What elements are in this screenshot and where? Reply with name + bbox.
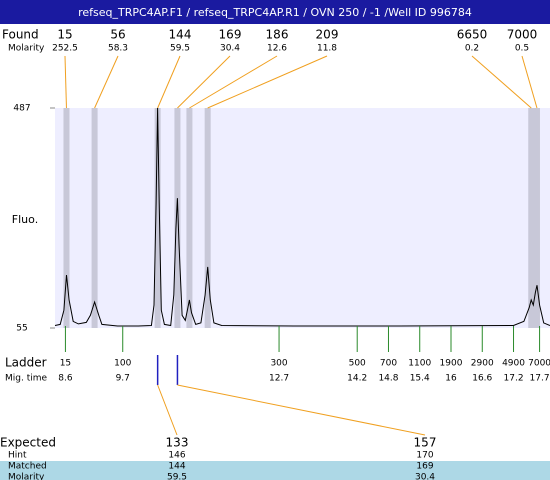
leader-line xyxy=(189,55,278,109)
peak-band xyxy=(63,108,70,328)
leader-line xyxy=(521,55,538,109)
ladder-time: 8.6 xyxy=(58,374,73,384)
leader-line xyxy=(64,55,67,109)
expected-matched: 169 xyxy=(416,462,433,472)
found-molarity: 252.5 xyxy=(52,44,78,54)
found-size: 169 xyxy=(219,28,242,42)
row-label: Matched xyxy=(8,462,47,472)
peak-band xyxy=(174,108,181,328)
expected-hint: 146 xyxy=(168,451,185,461)
ladder-size: 500 xyxy=(349,359,366,369)
leader-line xyxy=(157,55,181,109)
found-molarity: 59.5 xyxy=(170,44,190,54)
row-label: Expected xyxy=(0,436,56,450)
expected-molarity: 30.4 xyxy=(415,473,435,480)
y-label: Fluo. xyxy=(12,213,38,226)
found-size: 7000 xyxy=(507,28,538,42)
ladder-size: 1100 xyxy=(408,359,431,369)
ladder-time: 12.7 xyxy=(269,374,289,384)
y-tick-label: 55 xyxy=(16,324,27,334)
found-size: 186 xyxy=(266,28,289,42)
found-molarity: 0.5 xyxy=(515,44,529,54)
ladder-size: 4900 xyxy=(502,359,525,369)
ladder-time: 9.7 xyxy=(116,374,130,384)
ladder-time: 17.7 xyxy=(530,374,550,384)
found-molarity: 12.6 xyxy=(267,44,287,54)
matched-band xyxy=(0,461,550,480)
peak-band xyxy=(154,108,161,328)
trace xyxy=(54,107,550,327)
found-size: 209 xyxy=(316,28,339,42)
row-label: Hint xyxy=(8,451,27,461)
found-label: Found xyxy=(2,28,39,42)
ladder-size: 100 xyxy=(114,359,131,369)
leader-line xyxy=(94,55,119,109)
found-size: 15 xyxy=(57,28,72,42)
peak-band xyxy=(204,108,211,328)
title: refseq_TRPC4AP.F1 / refseq_TRPC4AP.R1 / … xyxy=(78,6,472,19)
ladder-size: 700 xyxy=(380,359,397,369)
ladder-time: 15.4 xyxy=(410,374,430,384)
found-molarity: 0.2 xyxy=(465,44,479,54)
ladder-size: 7000 xyxy=(528,359,550,369)
found-size: 144 xyxy=(169,28,192,42)
found-molarity: 30.4 xyxy=(220,44,240,54)
ladder-sub-label: Mig. time xyxy=(5,374,47,384)
leader-line xyxy=(177,55,231,109)
ladder-size: 2900 xyxy=(471,359,494,369)
ladder-time: 16 xyxy=(445,374,457,384)
ladder-time: 14.8 xyxy=(378,374,398,384)
expected-hint: 170 xyxy=(416,451,433,461)
expected-leader xyxy=(177,384,426,436)
peak-band xyxy=(528,108,535,328)
expected-molarity: 59.5 xyxy=(167,473,187,480)
found-sub-label: Molarity xyxy=(8,44,45,54)
found-molarity: 11.8 xyxy=(317,44,337,54)
row-label: Molarity xyxy=(8,473,45,480)
ladder-time: 17.2 xyxy=(504,374,524,384)
expected-expected: 133 xyxy=(166,436,189,450)
ladder-size: 300 xyxy=(270,359,287,369)
found-molarity: 58.3 xyxy=(108,44,128,54)
plot-area xyxy=(55,108,550,328)
leader-line xyxy=(207,55,328,109)
ladder-size: 15 xyxy=(60,359,71,369)
title-bar xyxy=(0,0,550,24)
ladder-time: 16.6 xyxy=(472,374,492,384)
peak-band xyxy=(533,108,540,328)
found-size: 56 xyxy=(110,28,125,42)
expected-matched: 144 xyxy=(168,462,185,472)
found-size: 6650 xyxy=(457,28,488,42)
y-tick-label: 487 xyxy=(13,104,30,114)
expected-leader xyxy=(157,384,178,436)
ladder-label: Ladder xyxy=(5,356,47,370)
ladder-time: 14.2 xyxy=(347,374,367,384)
ladder-size: 1900 xyxy=(440,359,463,369)
peak-band xyxy=(186,108,193,328)
expected-expected: 157 xyxy=(414,436,437,450)
peak-band xyxy=(91,108,98,328)
leader-line xyxy=(471,55,532,109)
